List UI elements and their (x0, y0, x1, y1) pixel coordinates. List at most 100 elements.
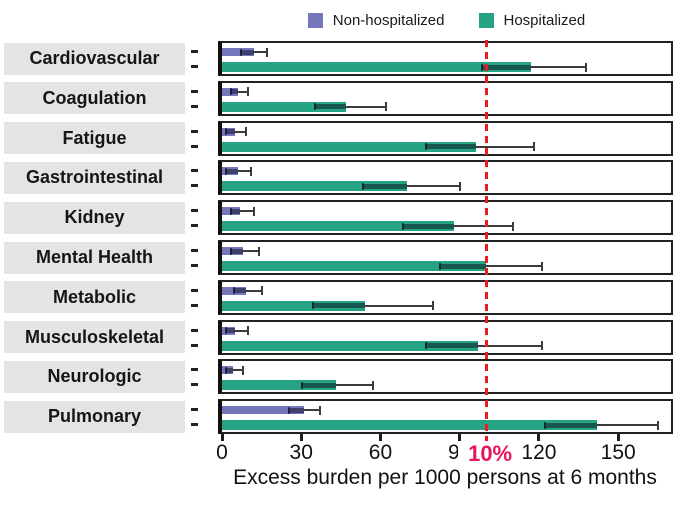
legend-label-non-hospitalized: Non-hospitalized (332, 11, 445, 29)
legend-swatch-non-hospitalized (307, 12, 323, 28)
bar-non-hospitalized (222, 48, 254, 56)
error-overlay-non-hospitalized (224, 168, 238, 174)
error-cap-high-hospitalized (540, 261, 543, 271)
error-cap-low-hospitalized (401, 222, 404, 230)
panel-inner (222, 361, 671, 392)
error-overlay-hospitalized (425, 144, 476, 150)
error-whisker-hospitalized (364, 304, 434, 307)
bar-hospitalized (222, 221, 455, 232)
reference-line (484, 40, 488, 443)
error-cap-high-non-hospitalized (260, 286, 263, 296)
y-tick-upper (191, 408, 198, 412)
error-cap-low-non-hospitalized (232, 287, 235, 295)
error-overlay-hospitalized (311, 303, 365, 309)
bar-non-hospitalized (222, 406, 304, 415)
x-tick-label: 30 (289, 441, 313, 464)
error-cap-high-hospitalized (458, 181, 461, 191)
error-cap-high-hospitalized (540, 341, 543, 351)
y-tick-lower (191, 383, 198, 387)
error-cap-high-non-hospitalized (244, 127, 247, 137)
error-overlay-non-hospitalized (288, 407, 304, 413)
error-cap-high-non-hospitalized (318, 405, 321, 415)
bar-hospitalized (222, 300, 365, 311)
legend-swatch-hospitalized (478, 12, 494, 28)
bar-hospitalized (222, 261, 487, 271)
panel-inner (222, 162, 671, 193)
category-label: Metabolic (4, 281, 185, 314)
error-cap-low-non-hospitalized (229, 207, 232, 215)
error-whisker-non-hospitalized (245, 289, 262, 292)
x-tick (537, 434, 541, 441)
error-cap-high-hospitalized (585, 62, 588, 72)
y-tick-upper (191, 169, 198, 173)
error-whisker-non-hospitalized (232, 369, 244, 372)
error-whisker-hospitalized (486, 265, 542, 267)
x-tick (378, 434, 382, 441)
panel-inner (222, 282, 671, 313)
error-overlay-non-hospitalized (229, 208, 241, 214)
y-tick-lower (191, 264, 198, 267)
y-tick-lower (191, 104, 198, 108)
error-cap-low-non-hospitalized (288, 406, 291, 414)
error-cap-high-hospitalized (656, 420, 659, 430)
panel-mental-health (218, 240, 673, 275)
category-label: Pulmonary (4, 400, 185, 433)
category-label: Fatigue (4, 122, 185, 155)
error-cap-high-non-hospitalized (265, 47, 268, 57)
error-whisker-non-hospitalized (235, 329, 249, 332)
error-cap-low-hospitalized (425, 143, 428, 151)
bar-hospitalized (222, 340, 479, 351)
error-overlay-hospitalized (361, 183, 407, 189)
error-cap-high-non-hospitalized (252, 206, 255, 216)
error-cap-low-hospitalized (438, 262, 441, 270)
category-label: Kidney (4, 201, 185, 234)
error-cap-high-non-hospitalized (242, 365, 245, 375)
panel-neurologic (218, 359, 673, 395)
x-axis-title: Excess burden per 1000 persons at 6 mont… (233, 466, 657, 489)
error-whisker-hospitalized (346, 105, 386, 108)
y-tick-upper (191, 368, 198, 372)
error-whisker-hospitalized (531, 66, 587, 68)
error-overlay-non-hospitalized (224, 129, 236, 135)
error-whisker-hospitalized (478, 344, 542, 347)
legend-label-hospitalized: Hospitalized (503, 11, 586, 29)
error-cap-low-hospitalized (480, 63, 483, 71)
y-tick-lower (191, 224, 198, 228)
y-tick-upper (191, 89, 198, 93)
error-cap-low-non-hospitalized (224, 128, 227, 136)
panel-kidney (218, 200, 673, 236)
y-tick-upper (191, 129, 198, 133)
y-tick-upper (191, 50, 198, 53)
error-overlay-non-hospitalized (229, 89, 238, 95)
x-tick (299, 434, 303, 441)
panel-coagulation (218, 80, 673, 116)
error-whisker-non-hospitalized (253, 51, 267, 53)
error-cap-low-hospitalized (314, 103, 317, 111)
reference-line-label: 10% (458, 441, 523, 467)
y-tick-upper (191, 249, 198, 252)
bar-hospitalized (222, 420, 598, 431)
error-cap-low-hospitalized (311, 302, 314, 310)
error-overlay-hospitalized (544, 422, 598, 428)
error-cap-high-hospitalized (432, 301, 435, 311)
category-label: Cardiovascular (4, 42, 185, 75)
error-cap-high-non-hospitalized (247, 87, 250, 97)
error-cap-high-hospitalized (384, 102, 387, 112)
bar-hospitalized (222, 62, 532, 72)
error-cap-high-non-hospitalized (247, 326, 250, 336)
bar-hospitalized (222, 141, 476, 152)
bar-hospitalized (222, 181, 407, 192)
error-whisker-non-hospitalized (237, 90, 249, 93)
error-cap-low-non-hospitalized (240, 48, 243, 56)
error-overlay-non-hospitalized (229, 248, 244, 254)
error-overlay-non-hospitalized (232, 288, 246, 294)
error-whisker-hospitalized (406, 185, 460, 188)
error-overlay-hospitalized (425, 343, 479, 349)
y-tick-lower (191, 184, 198, 188)
error-cap-low-non-hospitalized (224, 366, 227, 374)
panel-pulmonary (218, 399, 673, 435)
error-cap-low-non-hospitalized (229, 88, 232, 96)
panel-inner (222, 322, 671, 353)
x-tick-label: 60 (368, 441, 393, 464)
error-whisker-non-hospitalized (235, 130, 246, 133)
